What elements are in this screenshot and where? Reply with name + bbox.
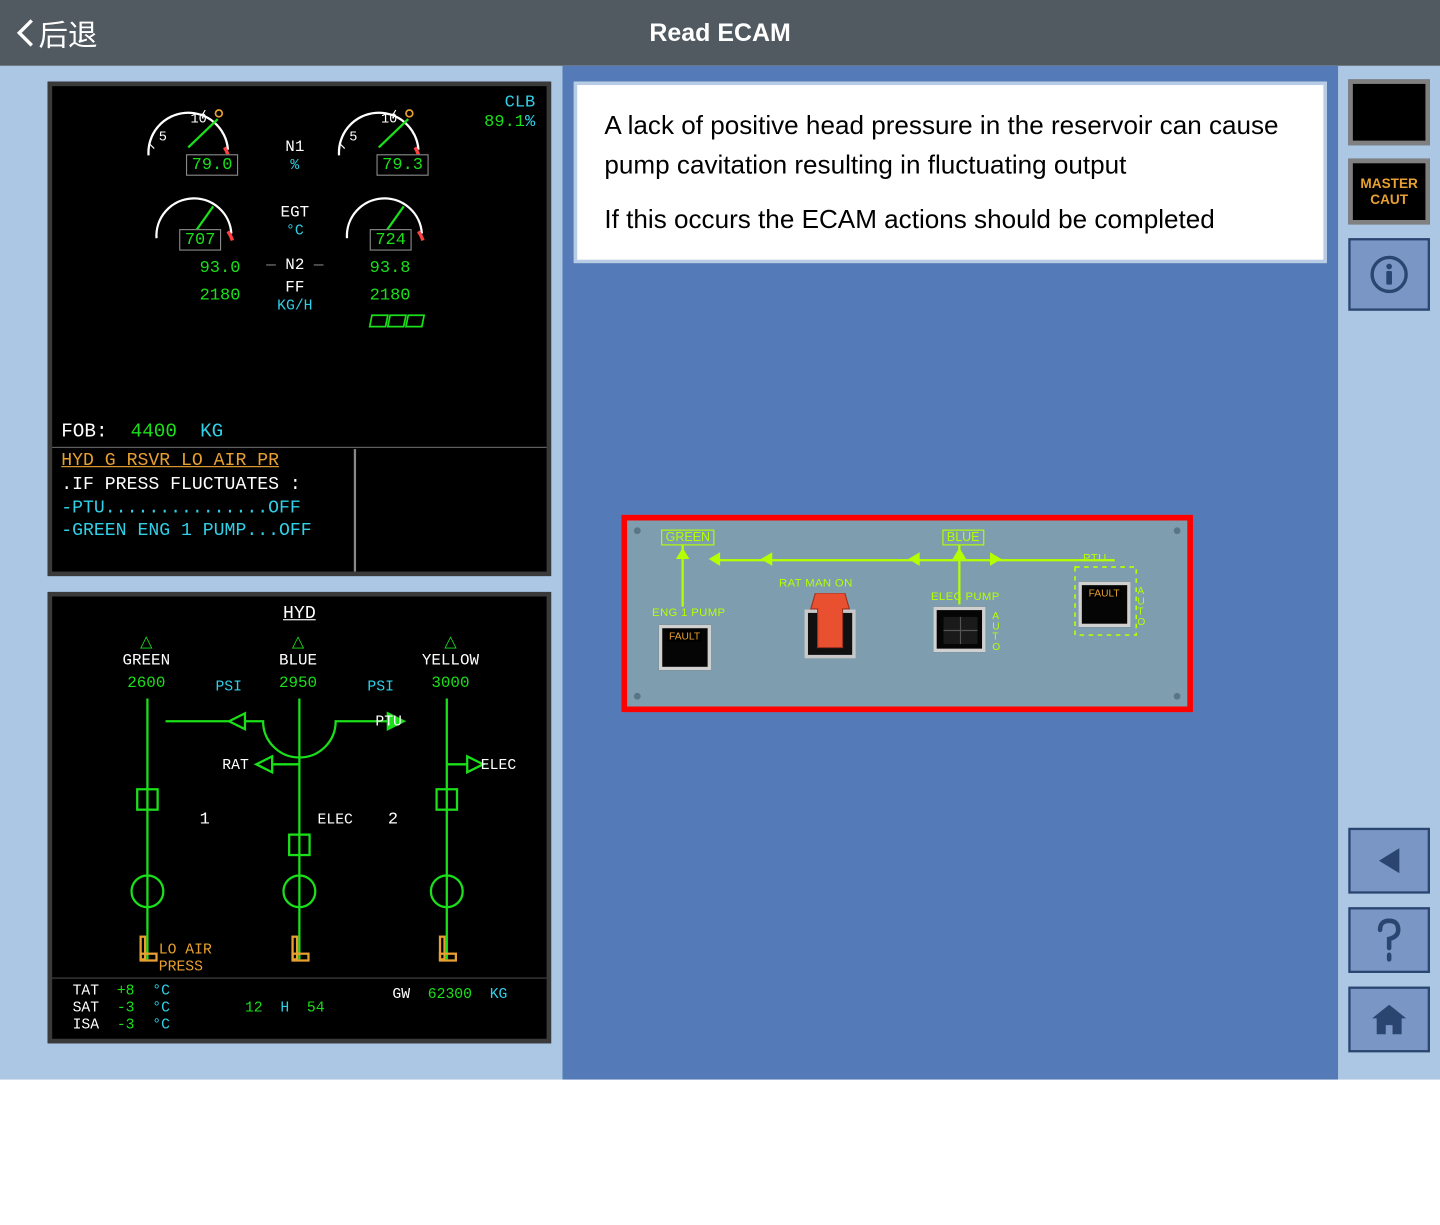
egt-left-value: 707 xyxy=(179,229,221,251)
main-body: CLB 89.1% 5 10 79.0 5 xyxy=(0,66,1440,1080)
hyd-schematic: PTU RAT ELEC 1 2 ELEC xyxy=(52,699,540,994)
ptu-bracket-icon xyxy=(1074,566,1138,636)
right-column: MASTER CAUT xyxy=(1338,66,1440,1080)
sys-blue: △ BLUE 2950 xyxy=(279,633,317,693)
n2-left: 93.0 xyxy=(200,259,241,278)
n1-left-value: 79.0 xyxy=(186,154,238,176)
home-button[interactable] xyxy=(1348,987,1430,1053)
n2-label: — N2 — xyxy=(261,256,329,274)
sd-display: HYD △ GREEN 2600 △ BLUE 2950 △ YELLOW 30… xyxy=(48,592,551,1043)
lo-air-press: LO AIRPRESS xyxy=(159,941,212,975)
info-button[interactable] xyxy=(1348,238,1430,311)
fob-line: FOB: 4400 KG xyxy=(61,422,223,444)
ff-label: FFKG/H xyxy=(272,279,317,315)
eng1-pump-label: ENG 1 PUMP xyxy=(652,607,725,619)
ewd-display: CLB 89.1% 5 10 79.0 5 xyxy=(48,82,551,576)
ratman-label: RAT MAN ON xyxy=(779,577,853,589)
thrust-mode: CLB 89.1% xyxy=(484,93,535,132)
home-icon xyxy=(1370,1002,1409,1036)
help-button[interactable] xyxy=(1348,907,1430,973)
ptu-auto: AUTO xyxy=(1137,586,1145,627)
svg-text:ELEC: ELEC xyxy=(481,758,517,774)
svg-text:PTU: PTU xyxy=(375,715,402,731)
master-warn-button[interactable] xyxy=(1348,79,1430,145)
svg-text:10: 10 xyxy=(191,112,207,127)
flap-icon xyxy=(367,313,428,331)
n1-right-value: 79.3 xyxy=(376,154,428,176)
eng1-pump-button[interactable]: FAULT xyxy=(659,625,711,670)
center-column: A lack of positive head pressure in the … xyxy=(562,66,1338,1080)
elec-auto: AUTO xyxy=(992,611,1000,652)
sys-yellow: △ YELLOW 3000 xyxy=(422,633,479,693)
egt-right-value: 724 xyxy=(370,229,412,251)
panel-green-label: GREEN xyxy=(661,530,714,546)
master-caut-button[interactable]: MASTER CAUT xyxy=(1348,159,1430,225)
sd-bottom: TAT +8 °C SAT -3 °C ISA -3 °C 12 H 54 GW… xyxy=(52,978,546,1039)
info-textbox: A lack of positive head pressure in the … xyxy=(574,82,1327,263)
n1-label: N1% xyxy=(272,138,317,174)
svg-text:5: 5 xyxy=(159,131,167,146)
svg-text:2: 2 xyxy=(388,810,398,829)
elec-pump-button[interactable] xyxy=(933,607,985,652)
n2-right: 93.8 xyxy=(370,259,411,278)
back-button[interactable]: 后退 xyxy=(16,12,98,54)
svg-text:10: 10 xyxy=(381,112,397,127)
ecam-messages: HYD G RSVR LO AIR PR .IF PRESS FLUCTUATE… xyxy=(61,449,311,543)
page-title: Read ECAM xyxy=(649,18,790,47)
panel-blue-label: BLUE xyxy=(942,530,984,546)
sys-green: △ GREEN 2600 xyxy=(122,633,170,693)
prev-button[interactable] xyxy=(1348,828,1430,894)
elecpump-label: ELEC PUMP xyxy=(931,591,1000,603)
svg-text:ELEC: ELEC xyxy=(318,812,354,828)
egt-label: EGT°C xyxy=(272,204,317,240)
info-icon xyxy=(1370,255,1409,294)
question-icon xyxy=(1373,919,1405,962)
prev-icon xyxy=(1372,844,1406,878)
overhead-panel: GREEN BLUE PTU ENG 1 PUMP RAT MAN ON ELE… xyxy=(621,515,1193,712)
svg-text:1: 1 xyxy=(200,810,210,829)
ff-left: 2180 xyxy=(200,286,241,305)
chevron-left-icon xyxy=(16,18,34,47)
ff-right: 2180 xyxy=(370,286,411,305)
svg-text:RAT: RAT xyxy=(222,758,249,774)
left-column: CLB 89.1% 5 10 79.0 5 xyxy=(0,66,562,1080)
back-label: 后退 xyxy=(39,12,98,54)
sd-title: HYD xyxy=(283,603,316,623)
topbar: 后退 Read ECAM xyxy=(0,0,1440,66)
svg-text:5: 5 xyxy=(349,131,357,146)
rat-man-on-button[interactable] xyxy=(804,593,856,659)
